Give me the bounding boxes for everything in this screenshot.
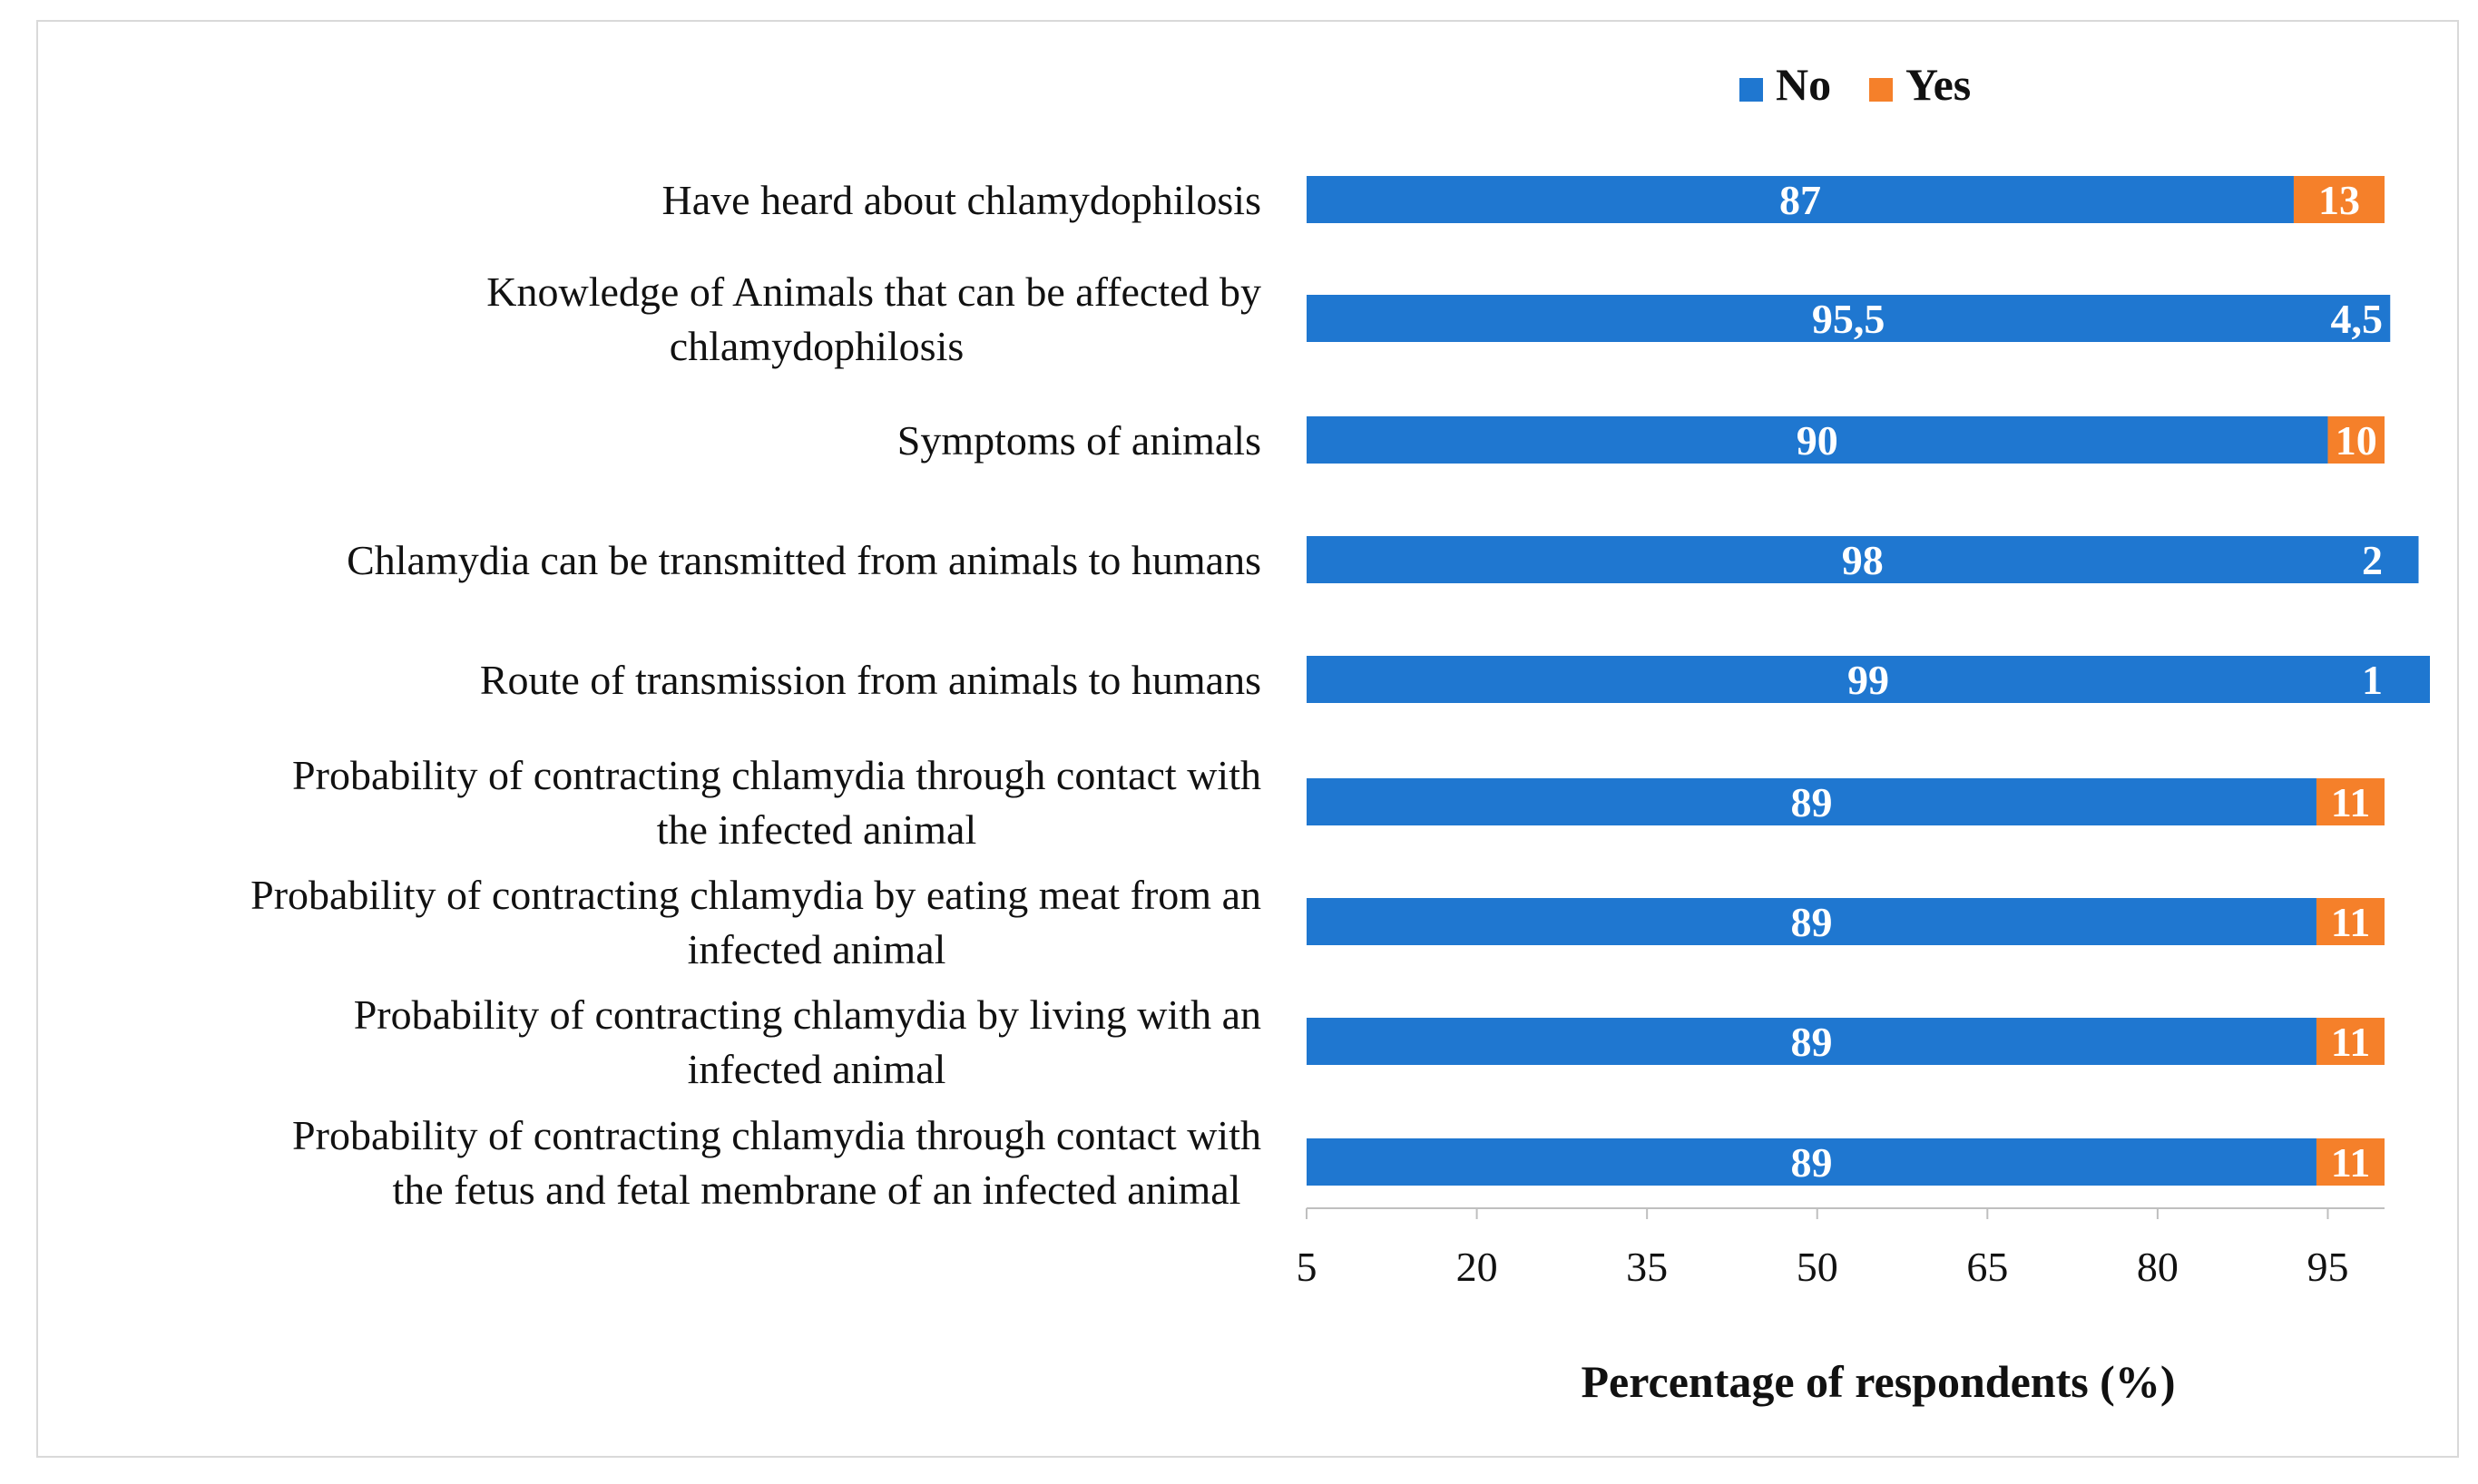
x-tick-label: 35: [1626, 1244, 1668, 1290]
bar-yes-value: 11: [2331, 899, 2370, 945]
bar-yes: [2316, 778, 2385, 825]
bar-no: [1307, 898, 2316, 945]
bar-yes-value: 2: [2362, 537, 2383, 583]
x-tick-label: 65: [1966, 1244, 2008, 1290]
bar-yes-value: 11: [2331, 779, 2370, 825]
bar-no-value: 90: [1797, 417, 1838, 464]
bar-yes-value: 4,5: [2331, 296, 2384, 342]
legend-swatch-yes: [1869, 78, 1893, 102]
bar-no: [1307, 295, 2391, 342]
bar-no-value: 89: [1790, 899, 1832, 945]
category-label: Probability of contracting chlamydia thr…: [292, 1112, 1261, 1158]
x-tick-label: 50: [1797, 1244, 1838, 1290]
x-tick-label: 80: [2137, 1244, 2179, 1290]
category-label: the fetus and fetal membrane of an infec…: [393, 1167, 1241, 1213]
category-label: chlamydophilosis: [670, 323, 965, 369]
bar-yes: [2316, 898, 2385, 945]
x-tick-label: 95: [2307, 1244, 2348, 1290]
x-tick-label: 20: [1456, 1244, 1498, 1290]
bar-no-value: 87: [1779, 177, 1821, 223]
bar-yes: [2316, 1138, 2385, 1186]
bar-yes: [2293, 176, 2385, 223]
bar-no-value: 95,5: [1812, 296, 1885, 342]
chart-frame: [36, 20, 2459, 1458]
bar-no: [1307, 416, 2328, 464]
bar-no: [1307, 1018, 2316, 1065]
bar-yes-value: 11: [2331, 1019, 2370, 1065]
category-label: infected animal: [688, 926, 946, 972]
legend-swatch-no: [1739, 78, 1763, 102]
bar-no: [1307, 656, 2431, 703]
legend-label-yes: Yes: [1905, 59, 1971, 110]
bar-yes: [2316, 1018, 2385, 1065]
legend-label-no: No: [1776, 59, 1831, 110]
bar-no: [1307, 1138, 2316, 1186]
bar-yes-value: 1: [2362, 657, 2383, 703]
category-label: Symptoms of animals: [897, 417, 1261, 464]
bar-yes: [2327, 416, 2385, 464]
bar-no-value: 89: [1790, 779, 1832, 825]
bar-no-value: 99: [1847, 657, 1889, 703]
category-label: Probability of contracting chlamydia thr…: [292, 752, 1261, 798]
x-axis-title: Percentage of respondents (%): [1582, 1356, 2176, 1407]
bar-no: [1307, 176, 2294, 223]
category-label: Have heard about chlamydophilosis: [662, 177, 1261, 223]
category-label: Knowledge of Animals that can be affecte…: [486, 268, 1261, 315]
bar-yes-value: 10: [2336, 417, 2377, 464]
category-label: the infected animal: [657, 806, 977, 853]
category-label: infected animal: [688, 1046, 946, 1092]
bar-no: [1307, 536, 2419, 583]
bar-no: [1307, 778, 2316, 825]
category-label: Probability of contracting chlamydia by …: [250, 872, 1261, 918]
bar-yes-value: 13: [2318, 177, 2360, 223]
bar-no-value: 89: [1790, 1019, 1832, 1065]
category-label: Probability of contracting chlamydia by …: [354, 991, 1261, 1038]
category-label: Chlamydia can be transmitted from animal…: [347, 537, 1261, 583]
bar-no-value: 89: [1790, 1139, 1832, 1186]
x-tick-label: 5: [1297, 1244, 1317, 1290]
category-label: Route of transmission from animals to hu…: [480, 657, 1261, 703]
bar-no-value: 98: [1842, 537, 1884, 583]
bar-yes-value: 11: [2331, 1139, 2370, 1186]
